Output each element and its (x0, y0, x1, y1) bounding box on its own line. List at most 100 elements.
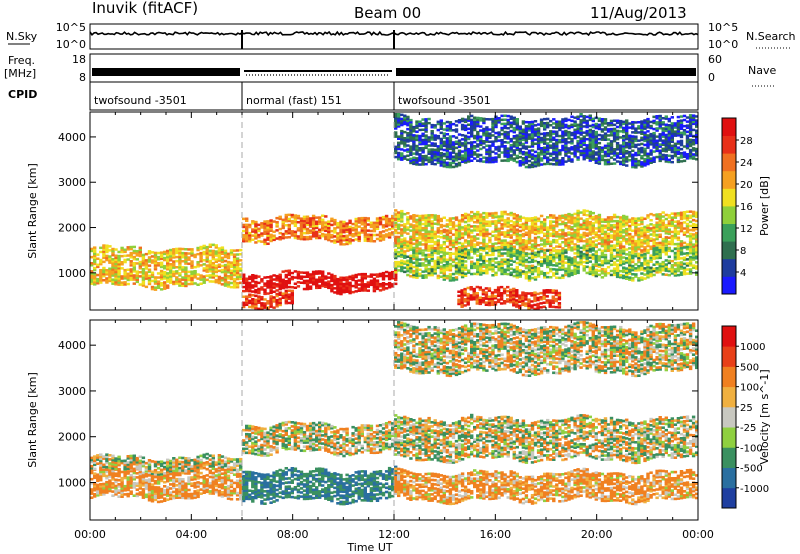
heatmap-cell (99, 275, 103, 278)
heatmap-cell (93, 279, 97, 282)
heatmap-cell (509, 125, 513, 129)
heatmap-cell (673, 232, 678, 236)
heatmap-cell (539, 270, 544, 273)
heatmap-cell (524, 223, 529, 226)
heatmap-cell (463, 250, 468, 253)
heatmap-cell (290, 234, 294, 237)
heatmap-cell (479, 265, 483, 268)
heatmap-cell (308, 223, 313, 226)
heatmap-cell (561, 260, 565, 263)
heatmap-cell (506, 114, 510, 118)
heatmap-cell (375, 221, 380, 224)
heatmap-cell (129, 262, 133, 265)
heatmap-cell (676, 255, 681, 259)
heatmap-cell (652, 247, 656, 250)
heatmap-cell (381, 230, 386, 233)
heatmap-cell (421, 252, 425, 255)
heatmap-cell (278, 285, 282, 289)
heatmap-cell (302, 287, 307, 291)
heatmap-cell (406, 138, 410, 141)
heatmap-cell (254, 231, 258, 234)
heatmap-cell (664, 228, 668, 231)
heatmap-cell (232, 253, 237, 256)
heatmap-cell (400, 123, 404, 127)
heatmap-cell (509, 292, 513, 296)
heatmap-cell (257, 289, 261, 293)
heatmap-cell (561, 232, 565, 236)
heatmap-cell (147, 260, 152, 263)
heatmap-cell (229, 275, 234, 279)
heatmap-cell (502, 289, 507, 293)
heatmap-cell (397, 215, 401, 218)
heatmap-cell (439, 147, 443, 151)
heatmap-cell (491, 244, 495, 248)
heatmap-cell (478, 296, 482, 299)
heatmap-cell (552, 253, 556, 257)
heatmap-cell (512, 270, 516, 274)
heatmap-cell (287, 285, 291, 289)
heatmap-cell (491, 134, 495, 137)
heatmap-cell (369, 273, 374, 276)
heatmap-cell (555, 142, 559, 146)
heatmap-cell (220, 248, 225, 251)
heatmap-cell (588, 210, 592, 214)
heatmap-cell (311, 280, 316, 284)
heatmap-cell (448, 262, 453, 266)
heatmap-cell (561, 276, 565, 279)
heatmap-cell (254, 233, 258, 236)
heatmap-cells (90, 113, 698, 310)
heatmap-cell (640, 232, 644, 236)
heatmap-cell (497, 155, 501, 159)
heatmap-cell (585, 255, 589, 258)
beam-title: Beam 00 (354, 4, 421, 22)
heatmap-cell (427, 220, 431, 223)
heatmap-cell (634, 269, 638, 272)
heatmap-cell (242, 229, 246, 233)
heatmap-cell (579, 239, 583, 243)
heatmap-cell (345, 226, 349, 229)
heatmap-cell (622, 220, 626, 224)
heatmap-cell (512, 233, 516, 236)
heatmap-cell (418, 155, 422, 158)
heatmap-cell (524, 129, 529, 132)
heatmap-cell (588, 212, 592, 216)
heatmap-cell (433, 152, 437, 156)
heatmap-cell (232, 259, 237, 263)
heatmap-cell (472, 293, 476, 297)
heatmap-cell (153, 286, 158, 289)
heatmap-cell (281, 224, 285, 228)
heatmap-cell (536, 306, 540, 310)
heatmap-cell (524, 272, 529, 276)
heatmap-cell (612, 238, 617, 241)
heatmap-cell (239, 259, 243, 262)
heatmap-cell (451, 227, 456, 230)
heatmap-cell (530, 141, 535, 144)
heatmap-cell (463, 126, 468, 130)
heatmap-cell (497, 250, 501, 254)
heatmap-cell (679, 225, 684, 229)
heatmap-cell (546, 156, 550, 159)
heatmap-cell (442, 270, 446, 273)
heatmap-cell (324, 277, 328, 280)
heatmap-cell (324, 285, 328, 288)
heatmap-cell (336, 290, 340, 293)
heatmap-cell (105, 254, 109, 258)
heatmap-cell (467, 119, 471, 122)
heatmap-cell (339, 226, 343, 230)
heatmap-cell (467, 240, 471, 243)
heatmap-cell (351, 290, 355, 294)
heatmap-cell (637, 264, 641, 268)
heatmap-cell (588, 214, 592, 218)
heatmap-cell (275, 300, 279, 304)
heatmap-cell (506, 298, 510, 301)
heatmap-cell (284, 273, 288, 277)
heatmap-cell (579, 262, 583, 266)
heatmap-cell (591, 267, 595, 271)
heatmap-cell (239, 267, 243, 270)
heatmap-cell (667, 267, 671, 271)
heatmap-cell (415, 148, 419, 152)
heatmap-cell (269, 287, 273, 290)
heatmap-cell (254, 220, 258, 224)
heatmap-cell (482, 156, 486, 159)
heatmap-cell (223, 259, 228, 263)
